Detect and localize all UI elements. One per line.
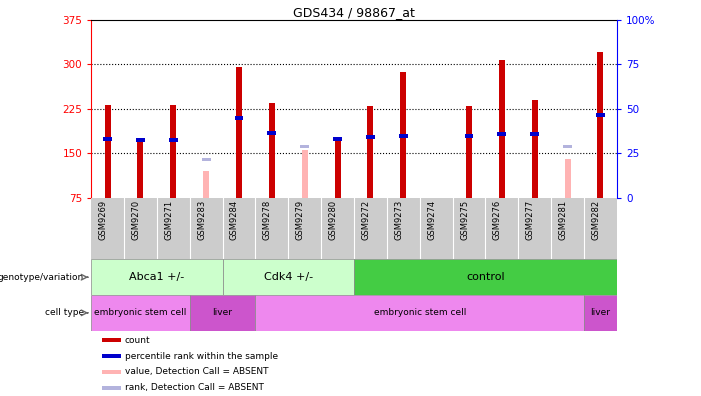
Text: GSM9273: GSM9273 [394, 200, 403, 240]
Text: embryonic stem cell: embryonic stem cell [374, 308, 466, 317]
Bar [102, 354, 121, 358]
Text: GSM9272: GSM9272 [362, 200, 370, 240]
Bar [465, 133, 473, 138]
Text: Cdk4 +/-: Cdk4 +/- [264, 272, 313, 282]
Text: count: count [125, 336, 151, 345]
Text: control: control [466, 272, 505, 282]
Text: GSM9281: GSM9281 [559, 200, 568, 240]
Bar [190, 295, 255, 331]
Bar [563, 145, 572, 148]
Bar [267, 131, 276, 135]
Bar [498, 132, 506, 136]
Text: GSM9284: GSM9284 [230, 200, 239, 240]
Text: GSM9279: GSM9279 [296, 200, 305, 240]
Text: rank, Detection Call = ABSENT: rank, Detection Call = ABSENT [125, 383, 264, 392]
Bar [169, 138, 178, 143]
Text: GSM9274: GSM9274 [427, 200, 436, 240]
Bar [300, 145, 309, 148]
Bar [255, 295, 584, 331]
Bar [400, 72, 407, 198]
Bar [597, 52, 604, 198]
Bar [333, 137, 342, 141]
Bar [466, 106, 472, 198]
Text: liver: liver [212, 308, 233, 317]
Text: GSM9280: GSM9280 [329, 200, 338, 240]
Text: embryonic stem cell: embryonic stem cell [94, 308, 186, 317]
Text: percentile rank within the sample: percentile rank within the sample [125, 352, 278, 361]
Bar [202, 158, 210, 161]
Bar [137, 139, 144, 198]
Bar [399, 133, 408, 138]
Bar [269, 103, 275, 198]
Bar [564, 159, 571, 198]
Bar [203, 171, 209, 198]
Bar [91, 295, 190, 331]
Text: liver: liver [590, 308, 611, 317]
Text: GSM9282: GSM9282 [592, 200, 601, 240]
Bar [102, 370, 121, 374]
Bar [366, 135, 375, 139]
Text: GSM9269: GSM9269 [99, 200, 107, 240]
Bar [236, 67, 242, 198]
Text: GSM9270: GSM9270 [131, 200, 140, 240]
Bar [367, 106, 374, 198]
Text: Abca1 +/-: Abca1 +/- [129, 272, 184, 282]
Bar [223, 259, 354, 295]
Bar [235, 116, 243, 120]
Bar [530, 132, 539, 136]
Bar [170, 105, 176, 198]
Bar [499, 59, 505, 198]
Bar [102, 386, 121, 390]
Bar [334, 139, 341, 198]
Bar [102, 338, 121, 342]
Text: GSM9271: GSM9271 [164, 200, 173, 240]
Text: GSM9283: GSM9283 [197, 200, 206, 240]
Text: cell type: cell type [45, 308, 84, 317]
Text: GSM9277: GSM9277 [526, 200, 535, 240]
Bar [91, 259, 223, 295]
Bar [354, 259, 617, 295]
Bar [104, 105, 111, 198]
Bar [301, 150, 308, 198]
Text: GSM9278: GSM9278 [263, 200, 272, 240]
Bar [584, 295, 617, 331]
Bar [596, 113, 605, 117]
Bar [532, 100, 538, 198]
Text: value, Detection Call = ABSENT: value, Detection Call = ABSENT [125, 367, 268, 377]
Text: genotype/variation: genotype/variation [0, 273, 84, 282]
Bar [103, 137, 112, 141]
Bar [136, 138, 145, 143]
Text: GSM9275: GSM9275 [460, 200, 469, 240]
Text: GSM9276: GSM9276 [493, 200, 502, 240]
Title: GDS434 / 98867_at: GDS434 / 98867_at [293, 6, 415, 19]
